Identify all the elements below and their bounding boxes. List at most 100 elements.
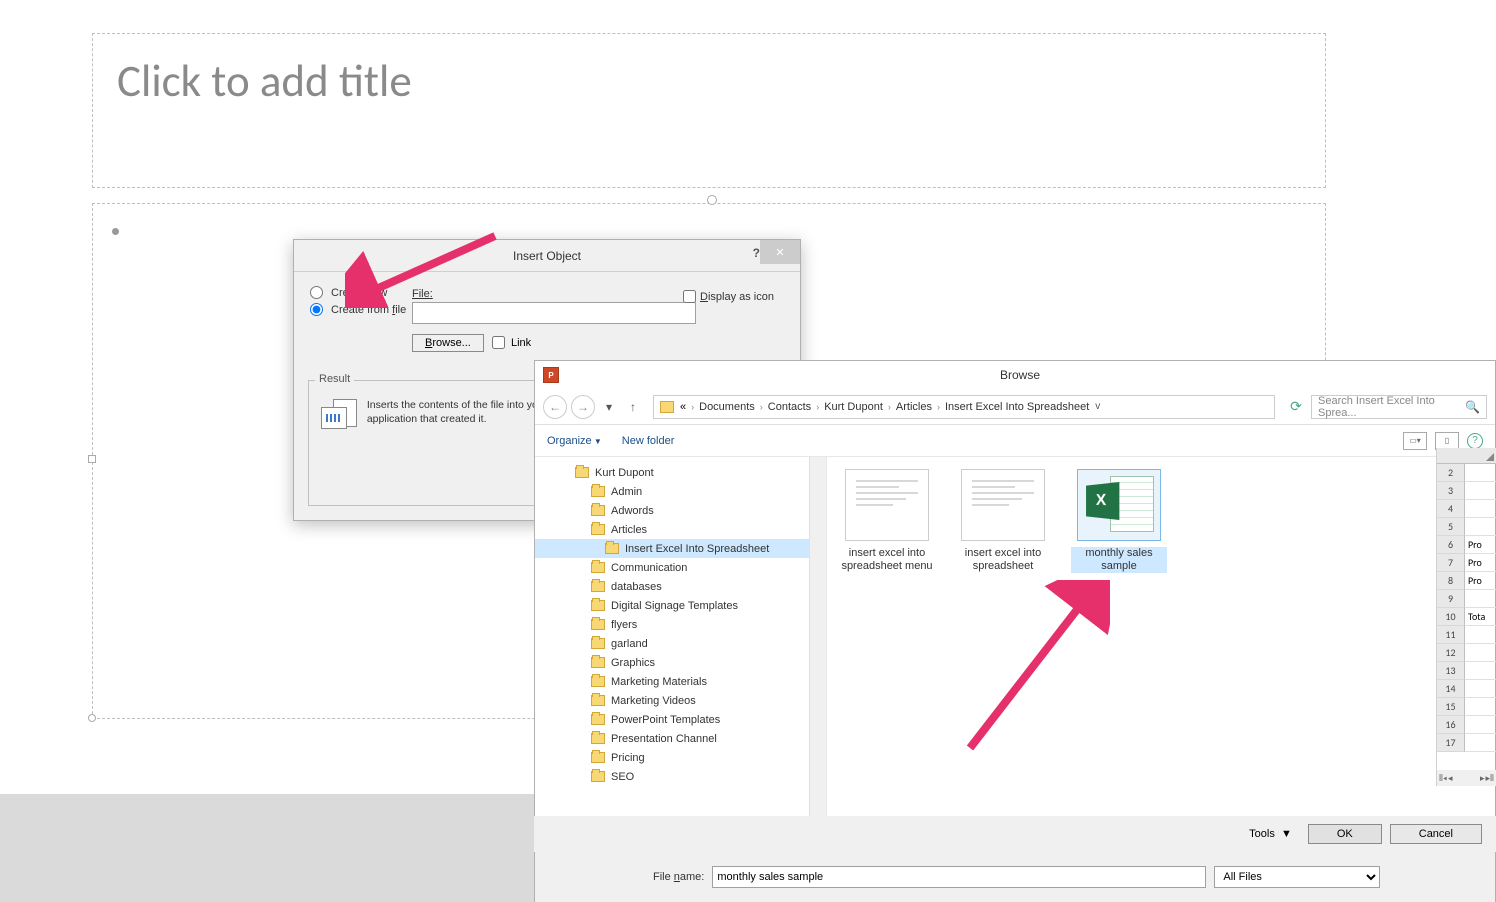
slide-title-placeholder[interactable]: Click to add title <box>92 33 1326 188</box>
breadcrumb-item[interactable]: Contacts <box>768 401 811 413</box>
organize-button[interactable]: Organize <box>547 435 602 447</box>
tree-item[interactable]: Insert Excel Into Spreadsheet <box>535 539 826 558</box>
row-header[interactable]: 13 <box>1437 662 1465 680</box>
help-icon[interactable]: ? <box>1467 433 1483 449</box>
excel-row[interactable]: 12 <box>1437 644 1496 662</box>
chevron-down-icon[interactable]: ▾ <box>599 397 619 417</box>
tools-dropdown[interactable]: Tools ▼ <box>1249 828 1292 840</box>
row-header[interactable]: 7 <box>1437 554 1465 572</box>
tree-item[interactable]: Admin <box>535 482 826 501</box>
breadcrumb-overflow[interactable]: « <box>680 401 686 413</box>
resize-handle[interactable] <box>88 714 96 722</box>
select-all-corner[interactable] <box>1437 448 1496 464</box>
row-header[interactable]: 10 <box>1437 608 1465 626</box>
link-checkbox[interactable] <box>492 336 505 349</box>
row-header[interactable]: 6 <box>1437 536 1465 554</box>
nav-up-button[interactable]: ↑ <box>623 397 643 417</box>
tree-item[interactable]: Graphics <box>535 653 826 672</box>
excel-row[interactable]: 16 <box>1437 716 1496 734</box>
excel-row[interactable]: 10Tota <box>1437 608 1496 626</box>
cell[interactable] <box>1465 518 1496 536</box>
row-header[interactable]: 2 <box>1437 464 1465 482</box>
rotate-handle-icon[interactable] <box>704 192 718 206</box>
excel-row[interactable]: 4 <box>1437 500 1496 518</box>
link-checkbox-row[interactable]: Link <box>492 336 531 349</box>
excel-row[interactable]: 5 <box>1437 518 1496 536</box>
row-header[interactable]: 17 <box>1437 734 1465 752</box>
filename-input[interactable] <box>712 866 1206 888</box>
row-header[interactable]: 8 <box>1437 572 1465 590</box>
breadcrumb[interactable]: « › Documents› Contacts› Kurt Dupont› Ar… <box>653 395 1275 419</box>
breadcrumb-item[interactable]: Kurt Dupont <box>824 401 883 413</box>
cell[interactable] <box>1465 680 1496 698</box>
excel-row[interactable]: 3 <box>1437 482 1496 500</box>
breadcrumb-item[interactable]: Insert Excel Into Spreadsheet <box>945 401 1089 413</box>
view-mode-button[interactable]: ▭▾ <box>1403 432 1427 450</box>
breadcrumb-item[interactable]: Documents <box>699 401 755 413</box>
excel-row[interactable]: 13 <box>1437 662 1496 680</box>
row-header[interactable]: 4 <box>1437 500 1465 518</box>
tree-item[interactable]: Communication <box>535 558 826 577</box>
tree-item[interactable]: Marketing Videos <box>535 691 826 710</box>
tree-item[interactable]: flyers <box>535 615 826 634</box>
cell[interactable] <box>1465 644 1496 662</box>
excel-row[interactable]: 17 <box>1437 734 1496 752</box>
resize-handle[interactable] <box>88 455 96 463</box>
preview-pane-button[interactable]: ▯ <box>1435 432 1459 450</box>
new-folder-button[interactable]: New folder <box>622 435 675 447</box>
nav-back-button[interactable]: ← <box>543 395 567 419</box>
cell[interactable] <box>1465 590 1496 608</box>
file-path-input[interactable] <box>412 302 696 324</box>
file-item[interactable]: insert excel into spreadsheet menu <box>839 469 935 573</box>
refresh-button[interactable]: ⟳ <box>1285 396 1307 418</box>
cancel-button[interactable]: Cancel <box>1390 824 1482 844</box>
cell[interactable] <box>1465 662 1496 680</box>
row-header[interactable]: 14 <box>1437 680 1465 698</box>
excel-row[interactable]: 2 <box>1437 464 1496 482</box>
row-header[interactable]: 15 <box>1437 698 1465 716</box>
display-as-icon-row[interactable]: Display as icon <box>683 290 774 303</box>
excel-row[interactable]: 6Pro <box>1437 536 1496 554</box>
search-input[interactable]: Search Insert Excel Into Sprea... 🔍 <box>1311 395 1487 419</box>
browse-button[interactable]: Browse... <box>412 334 484 352</box>
help-button[interactable]: ? <box>753 246 760 260</box>
row-header[interactable]: 11 <box>1437 626 1465 644</box>
cell[interactable] <box>1465 464 1496 482</box>
row-header[interactable]: 9 <box>1437 590 1465 608</box>
tree-item[interactable]: Presentation Channel <box>535 729 826 748</box>
tree-item[interactable]: Articles <box>535 520 826 539</box>
file-item[interactable]: Xmonthly sales sample <box>1071 469 1167 573</box>
tree-item[interactable]: PowerPoint Templates <box>535 710 826 729</box>
tree-item[interactable]: Digital Signage Templates <box>535 596 826 615</box>
row-header[interactable]: 3 <box>1437 482 1465 500</box>
tree-item[interactable]: Kurt Dupont <box>535 463 826 482</box>
row-header[interactable]: 5 <box>1437 518 1465 536</box>
excel-row[interactable]: 7Pro <box>1437 554 1496 572</box>
tree-item[interactable]: databases <box>535 577 826 596</box>
excel-row[interactable]: 14 <box>1437 680 1496 698</box>
create-from-file-radio[interactable] <box>310 303 323 316</box>
cell[interactable]: Pro <box>1465 536 1496 554</box>
create-new-radio[interactable] <box>310 286 323 299</box>
folder-tree[interactable]: Kurt DupontAdminAdwordsArticlesInsert Ex… <box>535 457 827 852</box>
breadcrumb-dropdown-icon[interactable]: v <box>1095 401 1100 412</box>
breadcrumb-item[interactable]: Articles <box>896 401 932 413</box>
cell[interactable]: Pro <box>1465 572 1496 590</box>
tree-item[interactable]: Pricing <box>535 748 826 767</box>
horizontal-scrollbar[interactable]: ⦀◂◂▸▸⦀ <box>1437 770 1496 786</box>
excel-row[interactable]: 9 <box>1437 590 1496 608</box>
excel-row[interactable]: 8Pro <box>1437 572 1496 590</box>
row-header[interactable]: 16 <box>1437 716 1465 734</box>
file-list[interactable]: insert excel into spreadsheet menuinsert… <box>827 457 1495 852</box>
cell[interactable] <box>1465 500 1496 518</box>
cell[interactable] <box>1465 626 1496 644</box>
cell[interactable] <box>1465 482 1496 500</box>
close-button[interactable]: ✕ <box>760 240 800 264</box>
tree-item[interactable]: garland <box>535 634 826 653</box>
filetype-select[interactable]: All Files <box>1214 866 1380 888</box>
nav-forward-button[interactable]: → <box>571 395 595 419</box>
scrollbar[interactable] <box>809 457 826 852</box>
cell[interactable] <box>1465 716 1496 734</box>
cell[interactable]: Pro <box>1465 554 1496 572</box>
file-item[interactable]: insert excel into spreadsheet <box>955 469 1051 573</box>
